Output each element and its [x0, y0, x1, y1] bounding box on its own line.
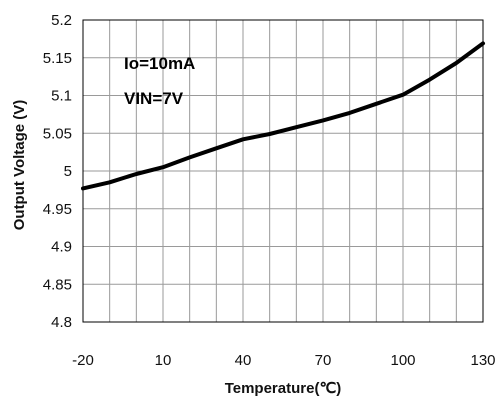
y-tick-label: 5.05	[43, 125, 72, 142]
annotation-vin: VIN=7V	[124, 89, 184, 108]
series-line-output-voltage	[81, 41, 485, 191]
annotation-io: Io=10mA	[124, 54, 195, 73]
x-axis-title: Temperature(℃)	[225, 380, 342, 397]
y-tick-label: 5.1	[51, 88, 72, 105]
x-tick-label: -20	[72, 352, 94, 369]
y-axis-title: Output Voltage (V)	[11, 100, 28, 231]
x-tick-label: 70	[315, 352, 332, 369]
y-tick-label: 4.85	[43, 276, 72, 293]
x-tick-label: 40	[235, 352, 252, 369]
y-tick-label: 4.9	[51, 239, 72, 256]
y-tick-label: 4.95	[43, 201, 72, 218]
y-tick-labels: 5.2 5.15 5.1 5.05 5 4.95 4.9 4.85 4.8	[43, 12, 72, 331]
grid-lines	[83, 20, 483, 322]
y-tick-label: 5	[64, 163, 72, 180]
x-tick-label: 10	[155, 352, 172, 369]
x-tick-label: 100	[390, 352, 415, 369]
plot-frame	[82, 19, 484, 323]
x-tick-labels: -20 10 40 70 100 130	[72, 352, 495, 369]
x-tick-label: 130	[470, 352, 495, 369]
y-tick-label: 5.15	[43, 50, 72, 67]
y-tick-label: 4.8	[51, 314, 72, 331]
y-tick-label: 5.2	[51, 12, 72, 29]
